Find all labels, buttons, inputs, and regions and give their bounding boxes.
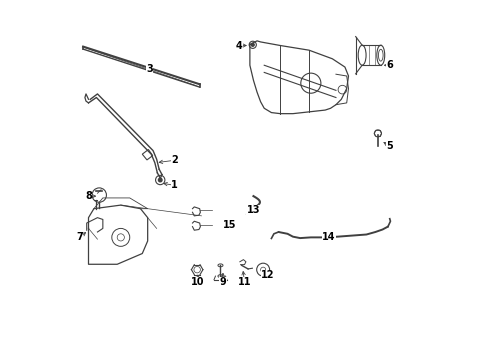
Text: 12: 12	[261, 270, 274, 280]
Circle shape	[251, 43, 254, 46]
Circle shape	[158, 178, 162, 182]
Text: 8: 8	[85, 191, 92, 201]
Text: 7: 7	[76, 232, 83, 242]
Text: 4: 4	[235, 41, 242, 50]
Text: 13: 13	[246, 206, 260, 216]
Text: 15: 15	[223, 220, 236, 230]
Text: 10: 10	[191, 277, 204, 287]
Text: 3: 3	[146, 64, 153, 74]
Text: 6: 6	[386, 60, 392, 70]
Text: 11: 11	[237, 277, 251, 287]
Text: 2: 2	[171, 155, 178, 165]
Text: 14: 14	[322, 232, 335, 242]
Text: 1: 1	[171, 180, 178, 190]
Text: 9: 9	[219, 277, 226, 287]
Text: 5: 5	[386, 141, 392, 151]
